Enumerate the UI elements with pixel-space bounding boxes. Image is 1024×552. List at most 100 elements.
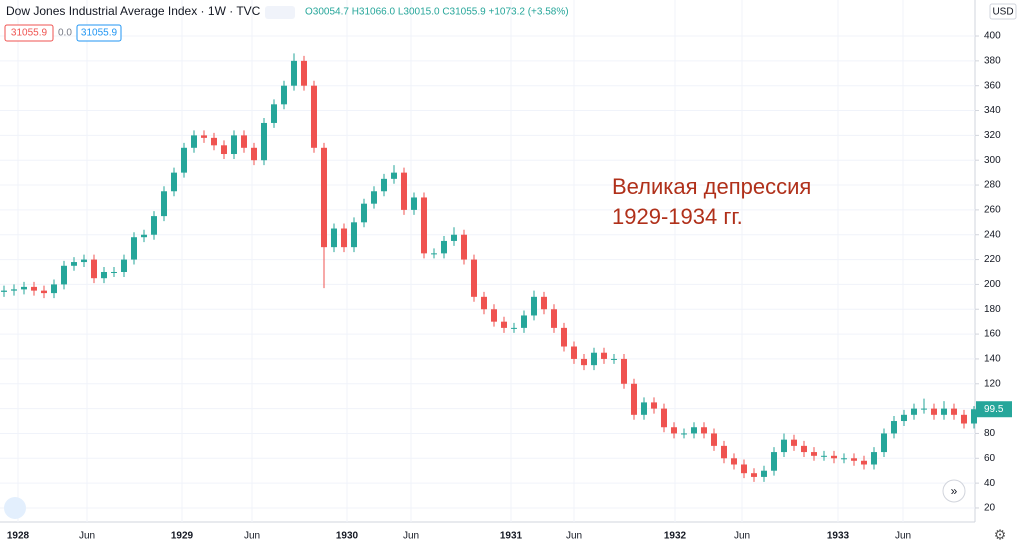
candle-body xyxy=(761,470,767,477)
price-box xyxy=(76,24,122,42)
candle-body xyxy=(721,445,727,459)
candle-body xyxy=(101,271,107,279)
price-scale xyxy=(975,0,1024,547)
candle-body xyxy=(261,122,267,161)
candle-body xyxy=(841,458,847,460)
y-tick-label: 180 xyxy=(984,304,1001,315)
candle-body xyxy=(241,135,247,148)
candle-body xyxy=(81,259,87,263)
candle-body xyxy=(821,455,827,457)
candle-body xyxy=(411,197,417,210)
x-tick-label: Jun xyxy=(244,531,260,542)
candle-body xyxy=(741,464,747,474)
candle-body xyxy=(911,408,917,415)
candle-body xyxy=(951,408,957,415)
candle-body xyxy=(341,228,347,248)
currency-box[interactable] xyxy=(989,3,1017,20)
y-tick-label: 40 xyxy=(984,478,996,489)
candle-body xyxy=(91,259,97,279)
candle-body xyxy=(921,408,927,410)
y-tick-label: 320 xyxy=(984,130,1001,141)
candle-body xyxy=(521,315,527,328)
y-tick-label: 160 xyxy=(984,329,1001,340)
candle-body xyxy=(361,203,367,223)
last-price-label: 99.5 xyxy=(984,404,1004,415)
candle-body xyxy=(281,85,287,105)
candle-body xyxy=(881,433,887,453)
candle-body xyxy=(311,85,317,148)
candle-body xyxy=(391,172,397,179)
candle-body xyxy=(401,172,407,210)
candle-body xyxy=(661,408,667,428)
y-tick-label: 240 xyxy=(984,229,1001,240)
x-tick-label: Jun xyxy=(734,531,750,542)
candle-body xyxy=(371,191,377,204)
x-tick-label: 1932 xyxy=(664,531,687,542)
scroll-button[interactable] xyxy=(942,479,966,503)
candle-body xyxy=(161,191,167,217)
candle-body xyxy=(271,104,277,123)
x-tick-label: Jun xyxy=(79,531,95,542)
candle-body xyxy=(961,414,967,424)
candle-body xyxy=(671,427,677,434)
candle-body xyxy=(831,455,837,459)
candle-body xyxy=(711,433,717,446)
candle-body xyxy=(11,289,17,291)
y-tick-label: 380 xyxy=(984,55,1001,66)
candle-body xyxy=(461,234,467,260)
candle-body xyxy=(811,452,817,456)
candle-body xyxy=(121,259,127,272)
candle-body xyxy=(431,253,437,255)
candle-body xyxy=(441,240,447,254)
candle-body xyxy=(211,137,217,146)
candle-body xyxy=(1,290,7,292)
y-tick-label: 360 xyxy=(984,80,1001,91)
candle-body xyxy=(291,60,297,86)
candle-body xyxy=(561,327,567,347)
symbol-title: Dow Jones Industrial Average Index · 1W … xyxy=(6,4,261,18)
y-tick-label: 60 xyxy=(984,453,996,464)
candle-body xyxy=(591,352,597,366)
x-tick-label: 1929 xyxy=(171,531,194,542)
candle-body xyxy=(511,327,517,329)
candle-body xyxy=(451,234,457,241)
candle-body xyxy=(131,237,137,260)
y-tick-label: 140 xyxy=(984,354,1001,365)
candle-body xyxy=(931,408,937,415)
toggle[interactable] xyxy=(265,6,295,19)
candle-body xyxy=(301,60,307,86)
candle-body xyxy=(891,421,897,434)
x-tick-label: 1931 xyxy=(500,531,523,542)
price-box-text: 31055.9 xyxy=(81,28,118,39)
candle-body xyxy=(331,228,337,248)
candle-body xyxy=(941,408,947,415)
candle-body xyxy=(901,414,907,422)
candle-body xyxy=(41,290,47,294)
candle-body xyxy=(801,445,807,453)
candle-body xyxy=(621,358,627,384)
price-box xyxy=(4,24,54,42)
candle-body xyxy=(171,172,177,192)
candle-body xyxy=(51,284,57,294)
candle-body xyxy=(871,452,877,465)
candle-body xyxy=(501,321,507,328)
y-tick-label: 80 xyxy=(984,428,996,439)
price-box-text: 31055.9 xyxy=(11,28,48,39)
candle-body xyxy=(481,296,487,310)
candle-body xyxy=(771,452,777,471)
candle-body xyxy=(231,135,237,155)
logo[interactable] xyxy=(4,497,26,519)
candle-body xyxy=(971,409,977,424)
candle-body xyxy=(151,216,157,235)
candle-body xyxy=(221,145,227,155)
candle-body xyxy=(71,262,77,266)
y-tick-label: 400 xyxy=(984,31,1001,42)
last-price-box xyxy=(976,401,1012,418)
settings-icon[interactable]: ⚙ xyxy=(994,527,1007,543)
candle-body xyxy=(651,402,657,409)
change-text: 0.0 xyxy=(58,28,72,39)
candle-body xyxy=(611,358,617,360)
x-tick-label: Jun xyxy=(403,531,419,542)
x-tick-label: 1930 xyxy=(336,531,359,542)
